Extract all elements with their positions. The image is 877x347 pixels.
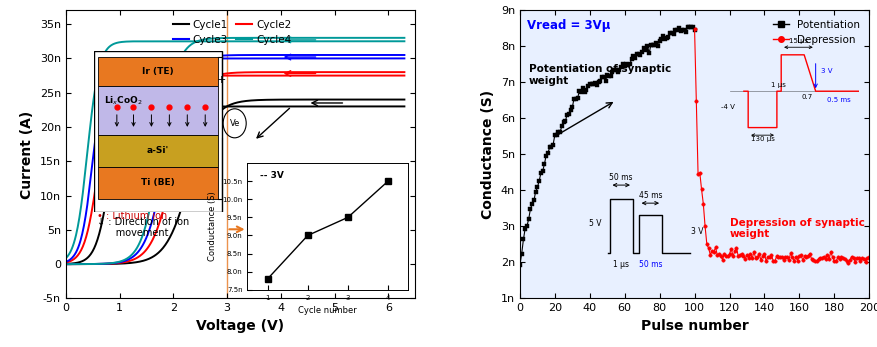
Depression bbox=[842, 261, 852, 265]
Y-axis label: Conductance (S): Conductance (S) bbox=[481, 90, 495, 219]
Text: ↓ : Direction of ion
      movement: ↓ : Direction of ion movement bbox=[97, 217, 189, 238]
Legend: Potentiation, Depression: Potentiation, Depression bbox=[768, 16, 863, 49]
Depression bbox=[793, 254, 803, 259]
Depression bbox=[819, 256, 830, 261]
Depression bbox=[732, 254, 743, 258]
Line: Potentiation: Potentiation bbox=[517, 25, 695, 267]
Text: Potentiation of synaptic
weight: Potentiation of synaptic weight bbox=[528, 65, 670, 86]
Potentiation bbox=[619, 64, 630, 68]
Legend: Cycle1, Cycle3, Cycle2, Cycle4: Cycle1, Cycle3, Cycle2, Cycle4 bbox=[168, 16, 296, 49]
X-axis label: Pulse number: Pulse number bbox=[640, 319, 747, 333]
Y-axis label: Current (A): Current (A) bbox=[20, 110, 34, 198]
Depression bbox=[688, 27, 699, 32]
X-axis label: Voltage (V): Voltage (V) bbox=[196, 319, 284, 333]
Potentiation bbox=[636, 50, 646, 54]
Potentiation bbox=[526, 202, 537, 206]
Potentiation bbox=[683, 25, 694, 29]
Line: Depression: Depression bbox=[692, 28, 870, 264]
Potentiation bbox=[595, 79, 605, 83]
Text: Vread = 3Vμ: Vread = 3Vμ bbox=[526, 19, 610, 32]
Potentiation bbox=[558, 120, 568, 124]
Potentiation bbox=[645, 43, 655, 47]
Potentiation bbox=[688, 27, 699, 32]
Potentiation bbox=[514, 263, 524, 267]
Text: • : Lithium ion: • : Lithium ion bbox=[97, 211, 168, 221]
Text: Depression of synaptic
weight: Depression of synaptic weight bbox=[729, 218, 863, 239]
Depression bbox=[863, 255, 873, 260]
Depression bbox=[769, 259, 780, 263]
Depression bbox=[701, 242, 711, 246]
Depression bbox=[810, 259, 821, 263]
